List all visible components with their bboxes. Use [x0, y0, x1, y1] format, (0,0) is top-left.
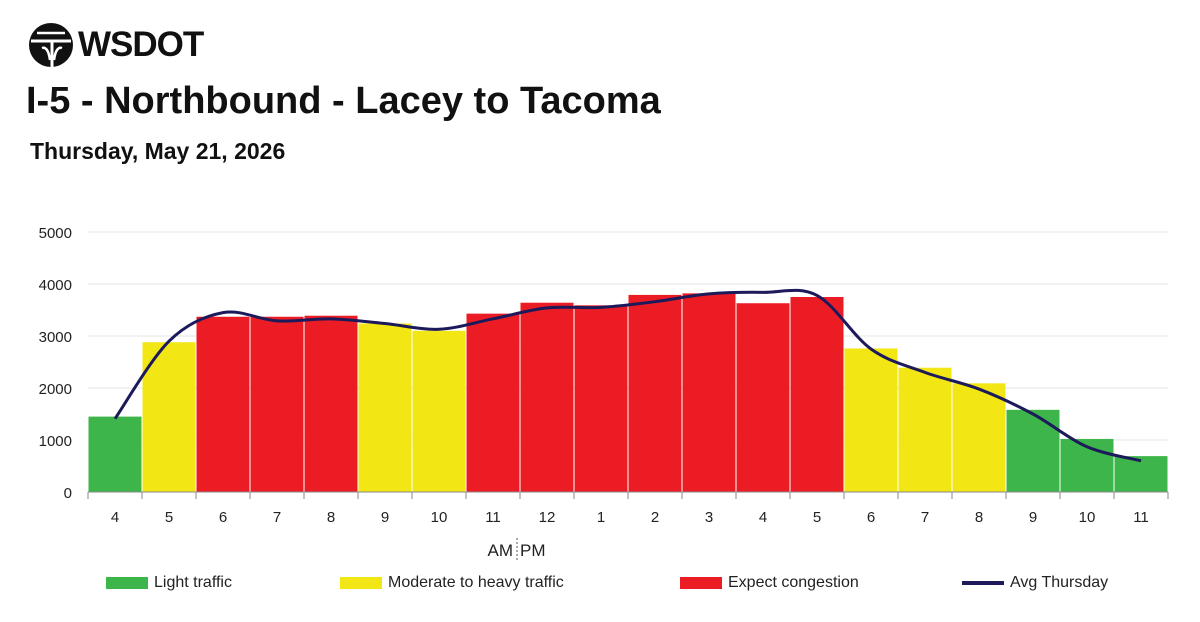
legend-avg: Avg Thursday	[962, 574, 1108, 592]
y-tick-label: 3000	[39, 329, 72, 346]
avg-thursday-line	[113, 288, 1142, 463]
bar-moderate	[898, 367, 952, 492]
legend-avg-label: Avg Thursday	[1010, 574, 1109, 591]
x-tick-label: 4	[111, 509, 119, 526]
x-tick-label: 5	[813, 509, 821, 526]
x-tick-label: 6	[867, 509, 875, 526]
x-tick-label: 6	[219, 509, 227, 526]
legend-moderate: Moderate to heavy traffic	[340, 574, 564, 592]
bar-congestion	[790, 297, 844, 492]
page-date: Thursday, May 21, 2026	[30, 138, 286, 164]
wsdot-logo: WSDOT	[28, 22, 204, 68]
x-tick-label: 2	[651, 509, 659, 526]
bar-congestion	[520, 302, 574, 492]
x-tick-label: 11	[485, 509, 501, 526]
bar-moderate	[412, 330, 466, 492]
bar-congestion	[574, 305, 628, 492]
bar-congestion	[304, 315, 358, 492]
chart-legend: Light traffic Moderate to heavy traffic …	[0, 574, 1200, 598]
y-tick-label: 1000	[39, 433, 72, 450]
bar-congestion	[628, 294, 682, 492]
x-tick-label: 7	[273, 509, 281, 526]
bar-moderate	[952, 383, 1006, 492]
x-tick-label: 3	[705, 509, 713, 526]
bar-moderate	[358, 323, 412, 492]
y-tick-label: 5000	[39, 225, 72, 242]
x-tick-label: 12	[539, 509, 556, 526]
bar-light	[1114, 456, 1168, 492]
bar-moderate	[844, 348, 898, 492]
x-tick-label: 1	[597, 509, 605, 526]
x-tick-label: 9	[381, 509, 389, 526]
legend-moderate-swatch	[340, 577, 382, 589]
y-tick-label: 0	[64, 485, 72, 502]
am-label: AM	[488, 541, 514, 560]
x-tick-label: 7	[921, 509, 929, 526]
legend-congestion-swatch	[680, 577, 722, 589]
x-tick-label: 10	[1079, 509, 1096, 526]
x-tick-label: 4	[759, 509, 767, 526]
wsdot-logo-icon	[29, 23, 73, 67]
bar-moderate	[142, 342, 196, 492]
x-tick-label: 11	[1133, 509, 1149, 526]
brand-name: WSDOT	[78, 25, 204, 64]
bar-congestion	[736, 303, 790, 492]
y-tick-label: 4000	[39, 277, 72, 294]
legend-light: Light traffic	[106, 574, 232, 592]
bar-congestion	[682, 293, 736, 492]
legend-avg-swatch	[962, 581, 1004, 585]
bar-light	[1006, 409, 1060, 492]
legend-congestion: Expect congestion	[680, 574, 859, 592]
legend-light-swatch	[106, 577, 148, 589]
legend-congestion-label: Expect congestion	[728, 574, 859, 591]
bar-congestion	[250, 316, 304, 492]
x-tick-label: 10	[431, 509, 448, 526]
x-tick-label: 9	[1029, 509, 1037, 526]
legend-moderate-label: Moderate to heavy traffic	[388, 574, 564, 591]
bar-congestion	[466, 313, 520, 492]
y-tick-label: 2000	[39, 381, 72, 398]
x-tick-label: 5	[165, 509, 173, 526]
legend-light-label: Light traffic	[154, 574, 232, 591]
page-title: I-5 - Northbound - Lacey to Tacoma	[26, 80, 661, 122]
bar-congestion	[196, 316, 250, 492]
x-tick-label: 8	[327, 509, 335, 526]
pm-label: PM	[520, 541, 546, 560]
bar-light	[88, 416, 142, 492]
x-tick-label: 8	[975, 509, 983, 526]
